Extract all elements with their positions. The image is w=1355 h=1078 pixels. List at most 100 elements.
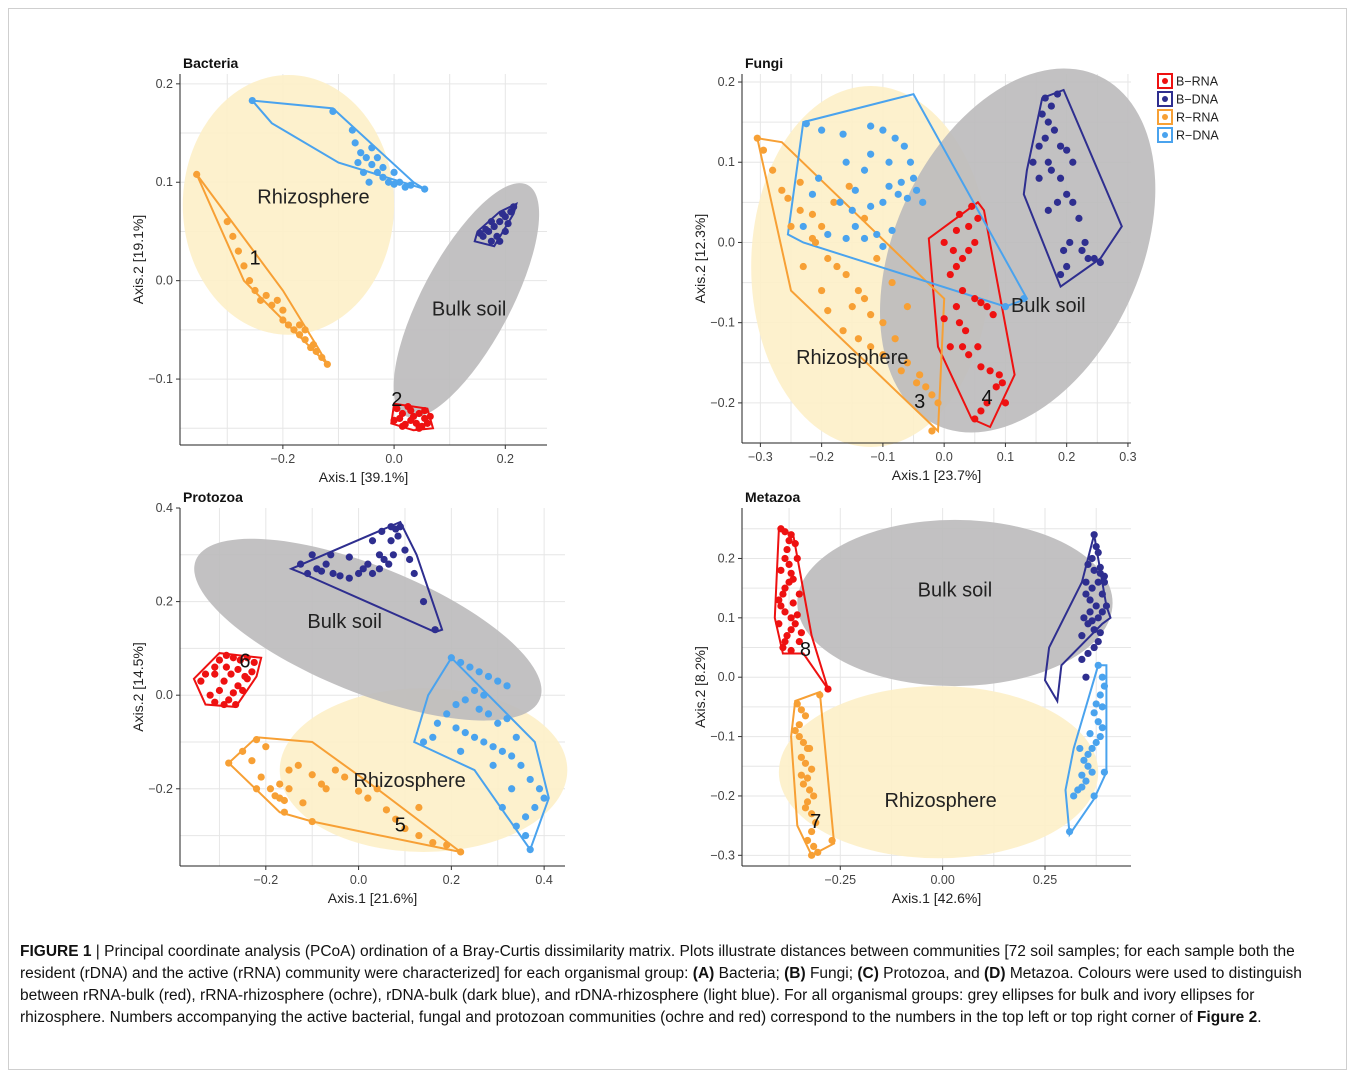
point-r-dna — [531, 803, 539, 812]
region-label: Bulk soil — [307, 611, 381, 633]
point-r-rna — [801, 712, 810, 720]
point-r-dna — [891, 134, 899, 142]
point-r-dna — [873, 230, 881, 239]
y-tick-label: 0.2 — [156, 595, 173, 609]
y-tick-label: 0.2 — [156, 77, 173, 91]
point-b-dna — [1053, 198, 1062, 206]
point-r-dna — [429, 733, 437, 741]
point-b-rna — [958, 343, 967, 351]
y-tick-label: −0.3 — [710, 848, 735, 862]
point-b-dna — [1096, 563, 1104, 571]
point-r-dna — [489, 761, 497, 769]
point-r-dna — [839, 130, 847, 138]
chart-panel-bacteria: Rhizosphere Bulk soil 1 2 −0.2 0.0 0.2 −0.1 0.0 0… — [130, 55, 547, 485]
point-r-rna — [795, 721, 803, 729]
point-r-rna — [830, 198, 838, 206]
point-b-dna — [1098, 608, 1106, 616]
point-r-dna — [879, 198, 887, 206]
y-tick-label: 0.2 — [718, 551, 735, 565]
caption-ref-a: (A) — [692, 965, 715, 982]
point-r-rna — [285, 785, 293, 793]
point-r-dna — [390, 180, 398, 188]
point-b-dna — [1086, 608, 1094, 616]
rhizosphere-ellipse — [279, 688, 568, 852]
point-r-dna — [802, 120, 810, 128]
point-r-dna — [329, 107, 337, 115]
point-b-dna — [1090, 643, 1098, 652]
point-b-dna — [396, 523, 404, 531]
point-b-dna — [1035, 174, 1043, 182]
point-r-dna — [452, 724, 460, 732]
point-r-dna — [867, 122, 875, 130]
point-b-dna — [1053, 90, 1062, 98]
point-r-rna — [796, 178, 804, 186]
point-b-dna — [368, 537, 377, 545]
point-b-rna — [783, 545, 791, 554]
point-r-rna — [808, 765, 816, 773]
point-r-rna — [312, 347, 320, 356]
point-b-rna — [968, 202, 976, 210]
point-r-dna — [842, 158, 850, 166]
point-r-dna — [368, 160, 376, 169]
point-r-dna — [1088, 744, 1096, 753]
point-b-rna — [992, 383, 1000, 391]
point-b-rna — [971, 415, 979, 423]
point-r-dna — [897, 178, 905, 186]
point-r-rna — [354, 787, 363, 795]
point-b-rna — [961, 327, 970, 335]
point-b-dna — [380, 555, 388, 564]
point-r-rna — [891, 335, 899, 343]
point-r-dna — [919, 198, 927, 206]
point-b-rna — [234, 665, 242, 674]
point-b-rna — [974, 343, 982, 351]
point-r-dna — [470, 686, 479, 695]
point-b-rna — [421, 406, 429, 415]
point-r-dna — [1098, 673, 1106, 681]
point-b-rna — [789, 599, 797, 607]
point-r-dna — [808, 190, 817, 198]
point-b-dna — [368, 569, 377, 578]
point-b-rna — [220, 677, 228, 685]
point-r-dna — [419, 738, 428, 746]
x-tick-label: 0.0 — [350, 873, 367, 887]
point-r-rna — [799, 738, 808, 747]
y-tick-label: −0.2 — [710, 789, 735, 803]
point-b-rna — [983, 303, 991, 311]
point-b-dna — [1096, 258, 1104, 267]
point-r-dna — [1092, 700, 1100, 708]
point-b-rna — [229, 654, 237, 662]
point-b-rna — [940, 315, 948, 323]
region-label: Rhizosphere — [796, 347, 908, 369]
point-b-rna — [229, 689, 237, 697]
point-b-dna — [1063, 262, 1071, 271]
point-r-dna — [535, 785, 544, 793]
point-r-rna — [251, 286, 259, 295]
point-r-rna — [873, 254, 881, 263]
point-b-rna — [983, 399, 991, 407]
point-r-rna — [392, 815, 400, 823]
point-b-rna — [777, 602, 785, 610]
point-r-rna — [257, 296, 265, 304]
point-b-rna — [781, 608, 789, 616]
point-r-rna — [262, 743, 270, 751]
point-r-dna — [526, 846, 534, 854]
point-r-rna — [223, 218, 231, 226]
point-b-dna — [1094, 614, 1102, 622]
point-r-dna — [354, 158, 362, 167]
hull-b-rna — [192, 652, 263, 708]
x-tick-label: 0.1 — [997, 450, 1014, 464]
point-r-rna — [824, 307, 832, 315]
point-r-rna — [769, 166, 777, 174]
point-b-dna — [410, 569, 418, 578]
point-r-rna — [276, 780, 284, 788]
point-r-rna — [867, 311, 875, 319]
point-r-dna — [540, 794, 548, 802]
x-tick-label: −0.1 — [871, 450, 896, 464]
point-r-rna — [801, 804, 810, 812]
point-r-dna — [348, 126, 356, 134]
point-r-dna — [1100, 768, 1108, 776]
bulk-soil-ellipse — [194, 538, 542, 721]
chart-panel-protozoa: Rhizosphere Bulk soil 6 5 −0.2 0.0 0.2 0.4 −0.2 0… — [130, 489, 568, 906]
point-b-dna — [1082, 578, 1090, 586]
point-b-dna — [385, 560, 393, 568]
